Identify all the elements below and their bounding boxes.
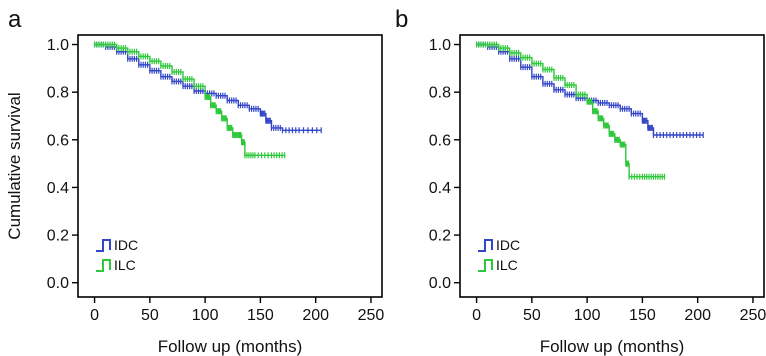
legend-label: IDC <box>114 237 138 253</box>
y-tick-label: 0.6 <box>429 132 451 149</box>
x-tick-label: 0 <box>90 307 99 324</box>
legend-swatch <box>478 259 493 272</box>
y-tick-label: 0.2 <box>429 228 451 245</box>
y-tick-label: 0.4 <box>429 180 451 197</box>
y-tick-label: 0.2 <box>47 228 69 245</box>
legend-swatch <box>96 239 111 252</box>
legend-entry-idc: IDC <box>478 237 520 253</box>
legend-entry-ilc: ILC <box>96 257 136 273</box>
y-tick-label: 0.4 <box>47 180 69 197</box>
x-tick-label: 50 <box>141 307 159 324</box>
x-tick-label: 250 <box>740 307 766 324</box>
panel-a: a 0.0 0.2 0.4 0.6 0.8 1.0 0 50 100 150 200 250 Follow… <box>5 6 384 356</box>
x-tick-label: 0 <box>472 307 481 324</box>
y-tick-label: 1.0 <box>47 37 69 54</box>
x-tick-label: 200 <box>302 307 329 324</box>
y-tick-label: 1.0 <box>429 37 451 54</box>
plot-frame <box>459 34 765 298</box>
x-axis-label: Follow up (months) <box>158 337 303 356</box>
series-idc <box>93 41 322 134</box>
y-tick-label: 0.8 <box>47 85 69 102</box>
x-tick-label: 100 <box>574 307 601 324</box>
x-tick-label: 150 <box>247 307 274 324</box>
y-tick-label: 0.6 <box>47 132 69 149</box>
legend-swatch <box>96 259 111 272</box>
y-tick-label: 0.0 <box>429 275 451 292</box>
x-tick-label: 150 <box>629 307 656 324</box>
panel-b: b 0.0 0.2 0.4 0.6 0.8 1.0 0 50 100 150 200 250 Follow… <box>395 6 766 356</box>
panel-letter: b <box>395 6 408 33</box>
y-axis-label: Cumulative survival <box>5 92 24 239</box>
x-axis-label: Follow up (months) <box>540 337 685 356</box>
series-ilc <box>475 41 666 180</box>
x-tick-label: 200 <box>684 307 711 324</box>
legend-entry-idc: IDC <box>96 237 138 253</box>
plot-frame <box>77 34 383 298</box>
y-tick-label: 0.0 <box>47 275 69 292</box>
survival-curve <box>94 43 322 131</box>
legend-label: IDC <box>496 237 520 253</box>
x-tick-label: 250 <box>358 307 385 324</box>
survival-curve <box>94 43 285 156</box>
series-ilc <box>93 41 286 159</box>
survival-curve <box>476 43 704 136</box>
y-tick-label: 0.8 <box>429 85 451 102</box>
legend-swatch <box>478 239 493 252</box>
series-idc <box>475 41 704 139</box>
x-tick-label: 100 <box>192 307 219 324</box>
panel-letter: a <box>8 6 22 33</box>
legend-label: ILC <box>114 257 136 273</box>
x-tick-label: 50 <box>523 307 541 324</box>
legend-label: ILC <box>496 257 518 273</box>
legend-entry-ilc: ILC <box>478 257 518 273</box>
